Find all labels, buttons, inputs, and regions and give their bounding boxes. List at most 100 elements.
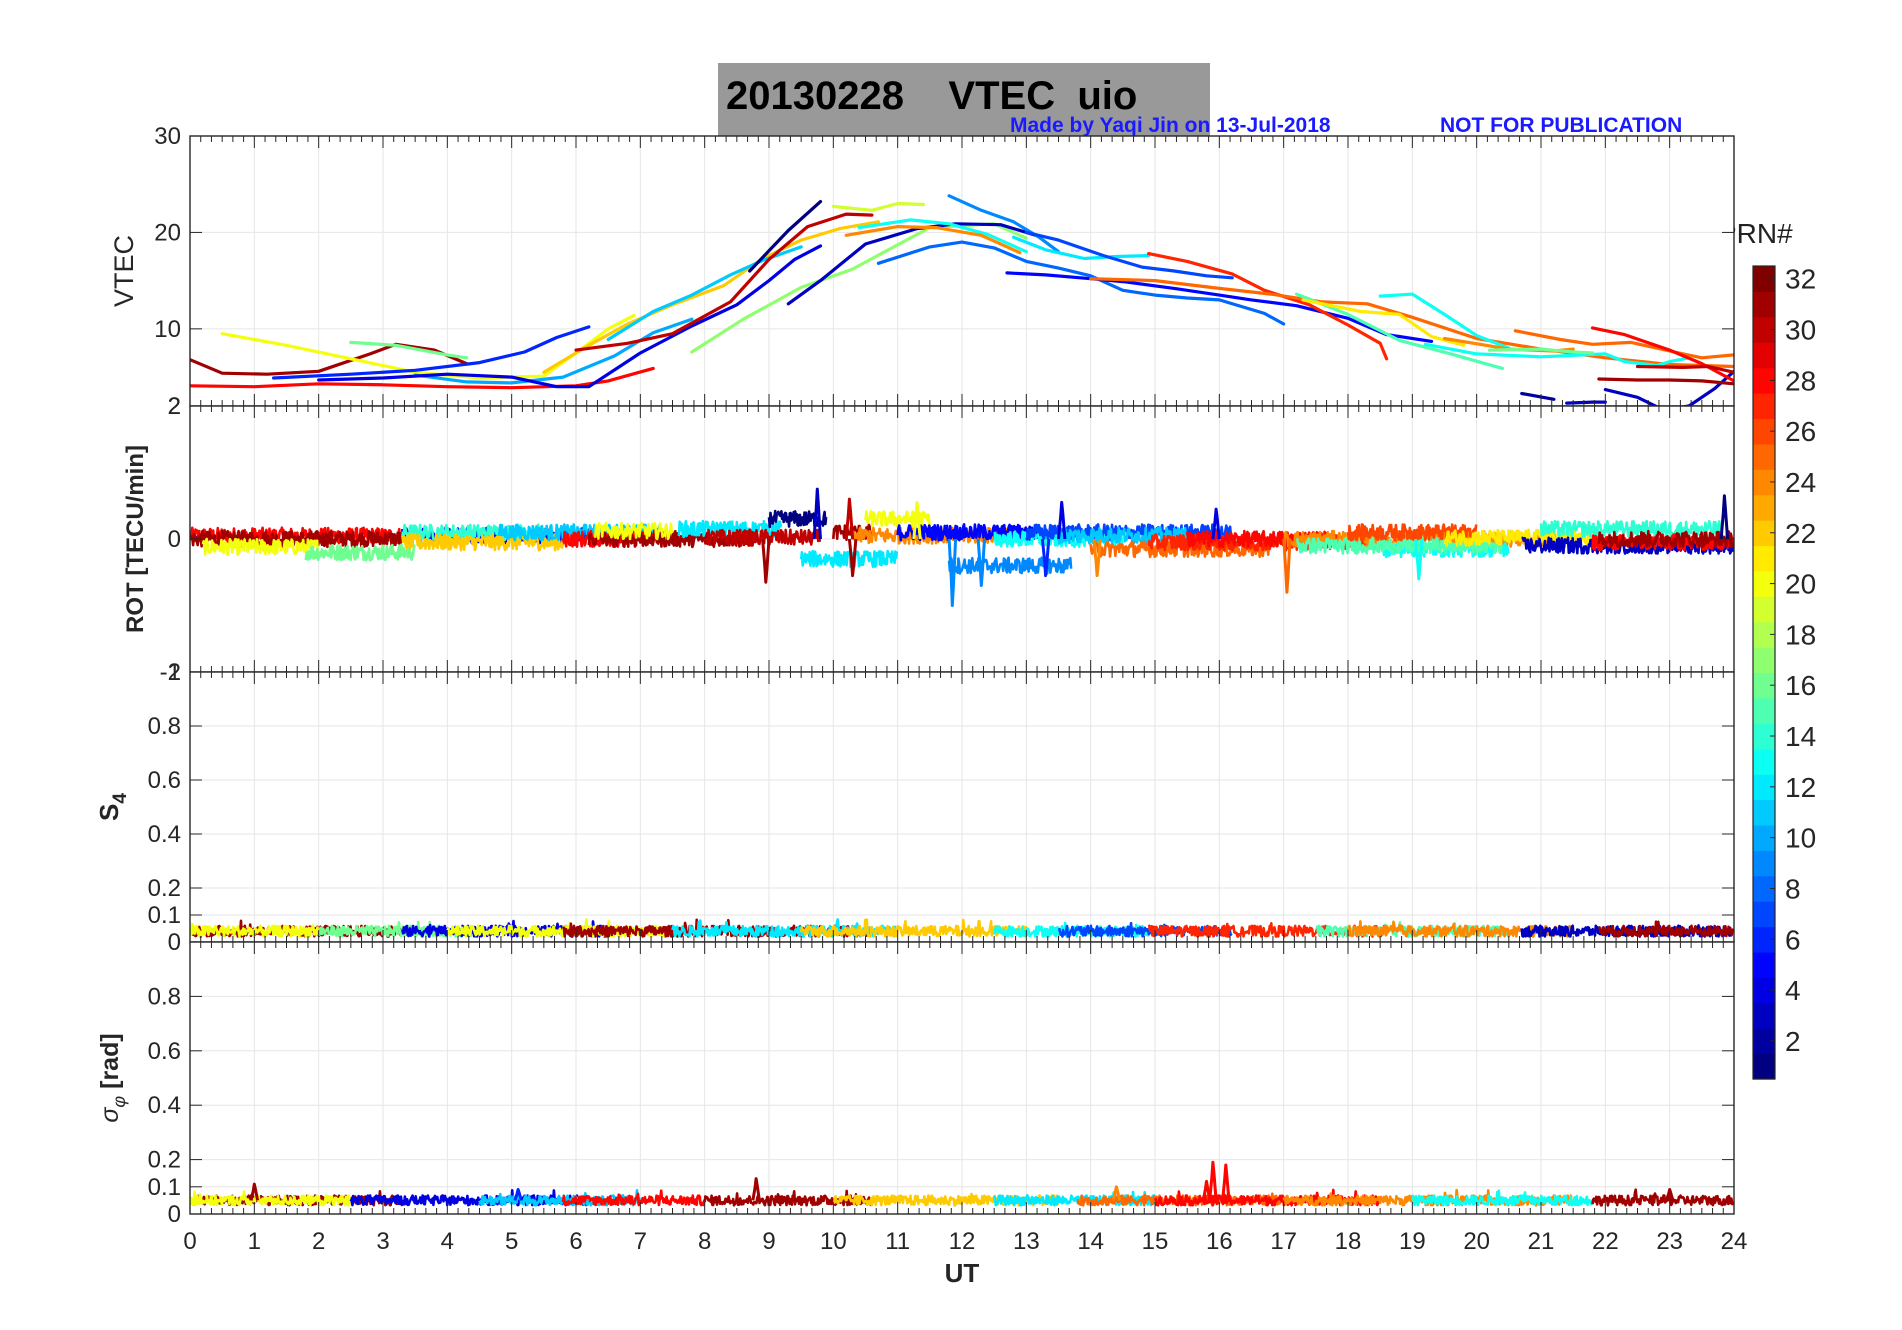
sigma_phi-ytick-label: 0.6: [148, 1038, 181, 1065]
vtec-series-prn-13-14: [857, 218, 1028, 254]
colorbar-tick-label: 2: [1785, 1026, 1801, 1057]
sigma_phi-trace-prn-13-11: [1411, 1189, 1594, 1207]
xtick-label: 1: [248, 1228, 261, 1255]
colorbar-tick-label: 22: [1785, 518, 1816, 549]
rot-trace-prn-20-2: [201, 537, 320, 557]
vtec-series-prn-30-10: [574, 212, 874, 352]
colorbar-tick-label: 18: [1785, 619, 1816, 650]
publication-notice: NOT FOR PUBLICATION: [1440, 114, 1683, 137]
xtick-label: 23: [1656, 1228, 1683, 1255]
xtick-label: 21: [1528, 1228, 1555, 1255]
xtick-label: 7: [634, 1228, 647, 1255]
colorbar-swatch-28: [1753, 367, 1775, 394]
ut-xlabel: UT: [945, 1258, 980, 1288]
sigma_phi-event-prn-31-1: [751, 1177, 761, 1201]
s4-grid: [189, 671, 1735, 943]
colorbar-swatch-23: [1753, 494, 1775, 521]
colorbar-tick-label: 16: [1785, 670, 1816, 701]
colorbar-tick-label: 30: [1785, 315, 1816, 346]
sigma_phi-ytick-label: 0.4: [148, 1092, 181, 1119]
vtec-series-prn-15-23: [1294, 292, 1504, 370]
rot-trace-prn-31-34: [1597, 529, 1734, 549]
colorbar-swatch-29: [1753, 342, 1775, 369]
vtec-ytick-label: 2: [168, 393, 181, 420]
author-annotation: Made by Yaqi Jin on 13-Jul-2018: [1010, 114, 1331, 137]
vtec-series-prn-13-24: [1378, 292, 1511, 350]
sigma_phi-ytick-label: 0.8: [148, 983, 181, 1010]
colorbar-tick-label: 26: [1785, 416, 1816, 447]
sigma_phi-ytick-label: 0: [168, 1201, 181, 1228]
rot-event-prn-25-9: [1282, 538, 1292, 594]
vtec-panel: 2 10 20 30 VTEC: [109, 123, 1735, 420]
s4-trace-prn-7-9: [1058, 921, 1233, 938]
colorbar-tick-label: 14: [1785, 721, 1816, 752]
vtec-series-prn-3-30: [1565, 400, 1607, 405]
sigma_phi-trace-prn-31-12: [1591, 1188, 1734, 1207]
sigma_phi-ytick-label: 0.1: [148, 1174, 181, 1201]
vtec-ytick-label: 30: [154, 123, 181, 150]
rot-trace-prn-11-22: [1057, 526, 1188, 545]
s4-trace-prn-31-14: [1597, 920, 1734, 938]
sigma_phi-event-prn-31-0: [249, 1182, 260, 1201]
vtec-series-prn-21-25: [1301, 298, 1466, 347]
xtick-label: 20: [1463, 1228, 1490, 1255]
colorbar-swatch-9: [1753, 850, 1775, 877]
rot-series: [190, 487, 1734, 607]
xtick-label: 3: [376, 1228, 389, 1255]
rot-trace-prn-31-1: [190, 529, 403, 549]
colorbar-tick-label: 28: [1785, 365, 1816, 396]
s4-x-ticks: [189, 672, 1735, 942]
ut-xtick-labels: 0 1 2 3 4 5 6 7 8 9 10 11 12 13 14 15 16 17 18 19 20 21 22 23 24: [183, 1228, 1747, 1255]
sigma_phi-event-prn-24-6: [1111, 1185, 1122, 1201]
rot-event-prn-4-7: [1057, 500, 1067, 540]
xtick-label: 22: [1592, 1228, 1619, 1255]
colorbar-swatch-11: [1753, 799, 1775, 826]
s4-ylabel: S4: [94, 793, 131, 821]
rot-panel: -2 0 2 ROT [TECU/min]: [122, 393, 1735, 686]
vtec-series-prn-30-34: [1635, 364, 1734, 374]
colorbar-swatch-26: [1753, 418, 1775, 445]
sigma_phi-trace-prn-31-5: [703, 1189, 873, 1207]
colorbar-swatch-5: [1753, 951, 1775, 978]
vtec-series-prn-2-29: [1520, 391, 1556, 401]
sigma_phi-event-prn-28-4: [1221, 1163, 1231, 1201]
rot-event-prn-9-5: [947, 538, 958, 607]
colorbar-tick-label: 20: [1785, 569, 1816, 600]
rot-trace-prn-12-16: [799, 549, 899, 569]
rot-event-prn-31-0: [761, 538, 771, 584]
colorbar-swatch-22: [1753, 520, 1775, 547]
s4-series: [190, 918, 1734, 938]
rot-trace-prn-30-12: [703, 528, 821, 547]
colorbar-tick-label: 24: [1785, 467, 1816, 498]
vtec-series-prn-8-16: [876, 240, 1286, 326]
sigma_phi-panel: 00.10.20.40.60.8σφ [rad]0 1 2 3 4 5 6 7 8 9 10 11 12…: [96, 941, 1747, 1288]
vtec-series-prn-20-1: [220, 313, 636, 380]
rot-trace-prn-20-10: [594, 521, 674, 541]
colorbar-tick-label: 10: [1785, 823, 1816, 854]
sigma_phi-trace-prn-28-4: [561, 1189, 706, 1207]
colorbar-swatch-20: [1753, 570, 1775, 597]
xtick-label: 0: [183, 1228, 196, 1255]
s4-ytick-label: 1: [168, 659, 181, 686]
xtick-label: 24: [1721, 1228, 1748, 1255]
vtec-ytick-label: 10: [154, 316, 181, 343]
vtec-series-prn-16-3: [349, 340, 469, 360]
vtec-series-prn-24-15: [844, 225, 1022, 255]
vtec-series-prn-1-9: [748, 200, 823, 273]
rot-ylabel: ROT [TECU/min]: [122, 445, 149, 633]
colorbar-swatch-16: [1753, 672, 1775, 699]
vtec-series-prn-12-18: [1011, 235, 1151, 261]
sigma_phi-trace-prn-11-3: [478, 1189, 642, 1207]
colorbar-swatch-3: [1753, 1002, 1775, 1029]
colorbar-swatch-15: [1753, 697, 1775, 724]
colorbar-swatch-21: [1753, 545, 1775, 572]
title-box: [718, 63, 1210, 136]
sigma-phi-ylabel: σφ [rad]: [96, 1033, 129, 1122]
xtick-label: 17: [1270, 1228, 1297, 1255]
xtick-label: 14: [1077, 1228, 1104, 1255]
vtec-y-ticks: 2 10 20 30: [154, 123, 1734, 420]
rot-x-ticks: [189, 406, 1735, 672]
xtick-label: 11: [885, 1228, 910, 1255]
colorbar-swatch-27: [1753, 393, 1775, 420]
rot-event-prn-20-4: [912, 500, 922, 540]
